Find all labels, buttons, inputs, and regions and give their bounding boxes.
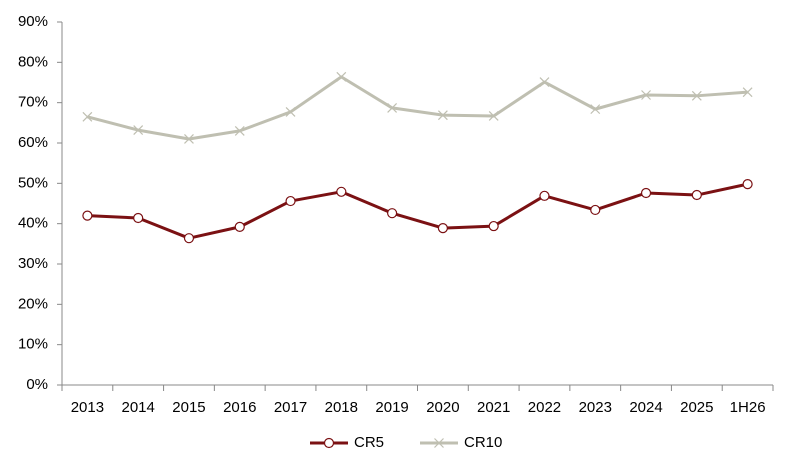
x-tick-label: 2021	[477, 399, 510, 416]
y-tick-label: 90%	[18, 13, 48, 30]
y-tick-label: 50%	[18, 174, 48, 191]
legend-marker	[323, 437, 335, 449]
marker	[590, 104, 601, 115]
marker	[387, 208, 398, 219]
marker	[437, 110, 448, 121]
series-line	[87, 75, 748, 141]
y-tick-label: 60%	[18, 134, 48, 151]
marker	[488, 111, 499, 121]
marker	[437, 223, 448, 234]
x-tick-label: 2016	[223, 399, 256, 416]
marker	[336, 71, 347, 82]
y-tick-label: 40%	[18, 215, 48, 232]
x-tick-label: 2018	[325, 399, 358, 416]
y-tick-label: 30%	[18, 255, 48, 272]
x-tick-label: 1H26	[730, 399, 766, 416]
legend-label: CR5	[354, 434, 384, 451]
marker	[82, 210, 93, 221]
marker	[387, 102, 398, 113]
legend-label: CR10	[464, 434, 502, 451]
marker	[539, 190, 550, 201]
x-tick-label: 2015	[172, 399, 205, 416]
marker	[234, 221, 245, 232]
x-tick-label: 2024	[629, 399, 662, 416]
y-tick-label: 70%	[18, 94, 48, 111]
x-tick-label: 2022	[528, 399, 561, 416]
marker	[133, 125, 144, 136]
marker	[336, 186, 347, 197]
marker	[133, 212, 144, 224]
marker	[742, 87, 753, 98]
marker	[590, 204, 601, 216]
x-tick-label: 2013	[71, 399, 104, 416]
marker	[691, 90, 702, 101]
marker	[640, 187, 652, 199]
marker	[539, 77, 550, 88]
marker	[285, 195, 296, 207]
x-tick-label: 2020	[426, 399, 459, 416]
y-tick-label: 0%	[26, 376, 48, 393]
x-tick-label: 2019	[375, 399, 408, 416]
x-tick-label: 2025	[680, 399, 713, 416]
x-tick-label: 2014	[121, 399, 154, 416]
y-tick-label: 10%	[18, 336, 48, 353]
marker	[234, 125, 245, 136]
marker	[285, 107, 296, 117]
marker	[184, 134, 194, 144]
x-tick-label: 2017	[274, 399, 307, 416]
marker	[183, 233, 195, 244]
marker	[691, 189, 702, 201]
marker	[82, 111, 93, 122]
x-tick-label: 2023	[579, 399, 612, 416]
marker	[742, 179, 753, 190]
marker	[641, 90, 651, 100]
legend-marker	[434, 438, 444, 448]
y-tick-label: 80%	[18, 53, 48, 70]
series-line	[87, 182, 748, 240]
y-tick-label: 20%	[18, 295, 48, 312]
marker	[488, 220, 499, 232]
